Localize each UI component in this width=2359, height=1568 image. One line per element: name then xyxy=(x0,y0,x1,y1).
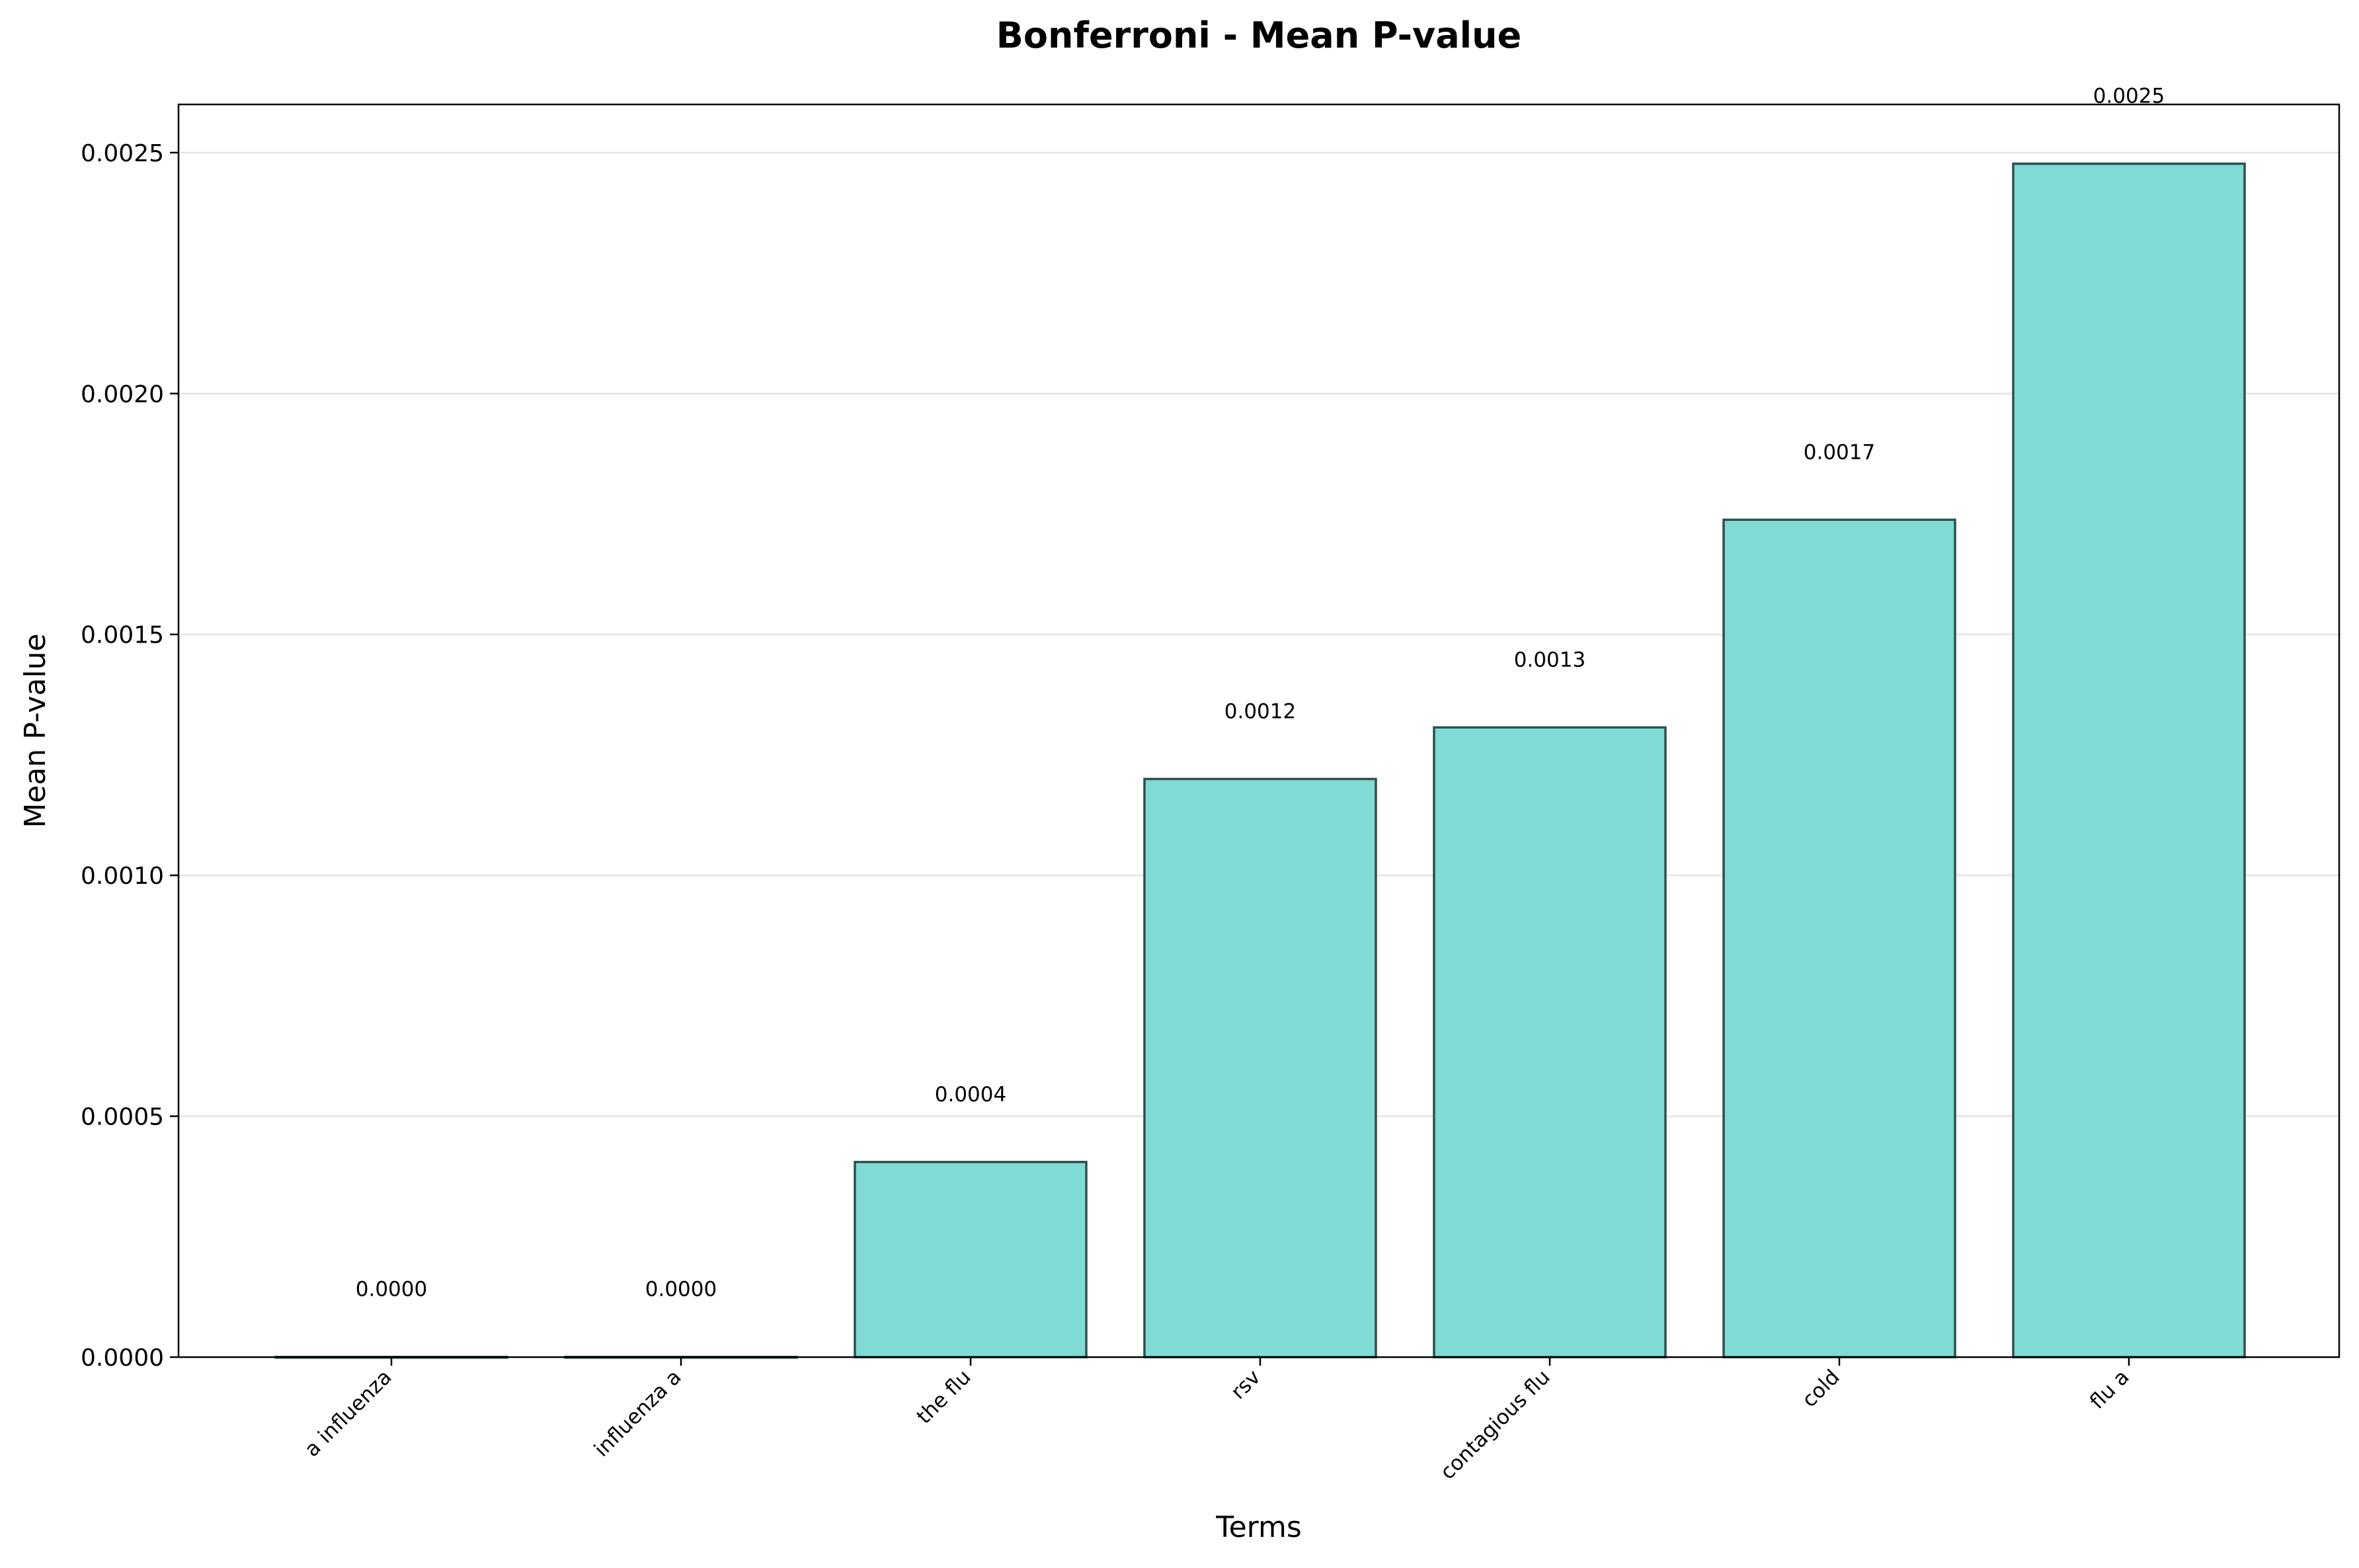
y-tick-label-3: 0.0015 xyxy=(81,622,164,649)
y-tick-label-4: 0.0020 xyxy=(81,381,164,408)
data-labels: 0.0000 0.0000 0.0004 0.0012 0.0013 0.0017 0.00… xyxy=(356,85,2165,1302)
data-label-2: 0.0004 xyxy=(935,1083,1006,1107)
y-tick-label-0: 0.0000 xyxy=(81,1345,164,1372)
data-label-6: 0.0025 xyxy=(2093,85,2165,108)
bar-2 xyxy=(854,1161,1088,1358)
plot-frame xyxy=(177,103,2340,1358)
bars xyxy=(274,162,2246,1359)
bar-4 xyxy=(1433,726,1667,1358)
y-tick-label-5: 0.0025 xyxy=(81,140,164,167)
chart-title: Bonferroni - Mean P-value xyxy=(996,15,1521,56)
data-label-0: 0.0000 xyxy=(356,1278,427,1302)
data-label-1: 0.0000 xyxy=(645,1278,717,1302)
y-axis-ticks: 0.0000 0.0005 0.0010 0.0015 0.0020 0.0025 xyxy=(81,140,179,1372)
data-label-5: 0.0017 xyxy=(1804,440,1875,464)
bar-3 xyxy=(1143,777,1377,1358)
y-tick-label-1: 0.0005 xyxy=(81,1104,164,1131)
y-axis-label: Mean P-value xyxy=(19,633,52,828)
bar-6 xyxy=(2012,162,2246,1358)
data-label-3: 0.0012 xyxy=(1224,699,1296,723)
data-label-4: 0.0013 xyxy=(1514,648,1585,672)
bar-5 xyxy=(1722,518,1956,1358)
y-tick-label-2: 0.0010 xyxy=(81,863,164,890)
x-axis-label: Terms xyxy=(1215,1510,1302,1544)
